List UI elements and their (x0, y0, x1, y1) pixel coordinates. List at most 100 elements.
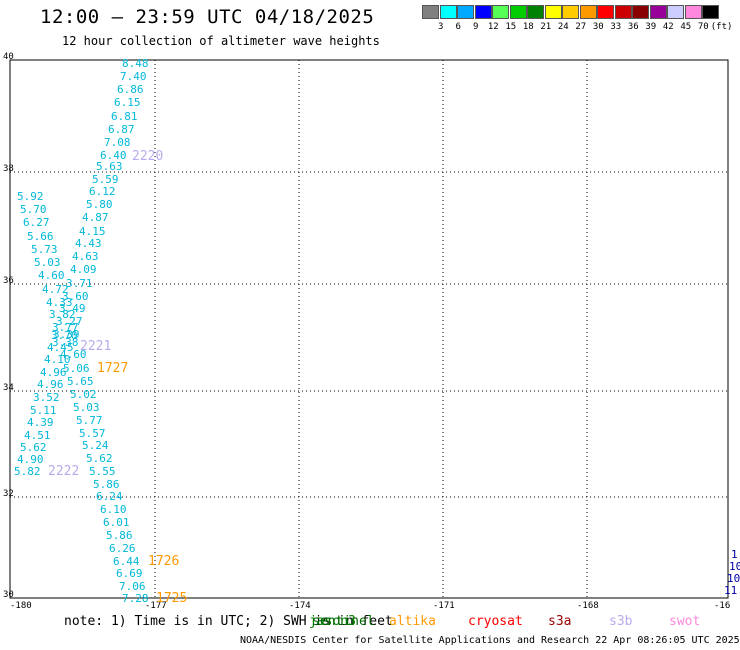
wave-height-value: 6.01 (103, 516, 130, 529)
pass-time-2222: 2222 (48, 464, 80, 479)
pass-time-1727: 1727 (97, 361, 129, 376)
wave-height-value: 6.10 (100, 503, 127, 516)
wave-height-value: 5.62 (86, 452, 113, 465)
wave-height-value: 6.81 (111, 110, 138, 123)
satellite-altika-label: altika (389, 614, 436, 629)
lon-tick-label: -180 (10, 601, 32, 611)
wave-height-value: 4.33 (46, 296, 73, 309)
wave-height-value: 4.10 (44, 353, 71, 366)
chart-title: 12:00 – 23:59 UTC 04/18/2025 (40, 6, 375, 28)
wave-height-value: 7.40 (120, 70, 147, 83)
wave-height-value: 5.24 (82, 439, 109, 452)
legend-label: 70 (697, 22, 709, 32)
legend-swatch (439, 5, 457, 19)
wave-height-value: 4.51 (24, 429, 51, 442)
grid-lines (10, 60, 728, 598)
wave-height-value: 4.90 (17, 453, 44, 466)
wave-height-value: 10 (729, 560, 740, 573)
wave-height-value: 6.12 (89, 185, 116, 198)
legend-swatch (702, 5, 719, 19)
wave-height-value: 7.28 (122, 592, 149, 605)
wave-height-value: 10 (727, 572, 740, 585)
wave-height-value: 1 (731, 548, 738, 561)
wave-height-value: 6.69 (116, 567, 143, 580)
lat-tick-label: 36 (3, 276, 14, 286)
wave-height-value: 3.38 (52, 336, 79, 349)
legend-label: 18 (522, 22, 534, 32)
legend-label: 42 (662, 22, 674, 32)
wave-height-value: 3.49 (59, 302, 86, 315)
plot-frame (9, 59, 729, 599)
legend-swatch (562, 5, 579, 19)
wave-height-value: 5.92 (17, 190, 44, 203)
satellite-sentinel-label: sentinel (312, 614, 375, 629)
wave-height-value: 3.70 (51, 329, 78, 342)
wave-height-value: 3.52 (33, 391, 60, 404)
wave-height-value: 5.86 (106, 529, 133, 542)
legend-label: 15 (505, 22, 517, 32)
wave-height-value: 3.39 (53, 328, 80, 341)
wave-height-value: 4.96 (37, 378, 64, 391)
lat-tick-label: 30 (3, 590, 14, 600)
wave-height-value: 6.86 (117, 83, 144, 96)
wave-height-value: 4.96 (40, 366, 67, 379)
legend-label: 30 (592, 22, 604, 32)
legend-swatch (614, 5, 632, 19)
legend-swatch (632, 5, 649, 19)
wave-height-value: 4.39 (27, 416, 54, 429)
legend-label: 9 (473, 22, 479, 32)
wave-height-value: 4.43 (75, 237, 102, 250)
lat-tick-label: 38 (3, 164, 14, 174)
wave-height-value: 5.66 (27, 230, 54, 243)
wave-height-value: 6.24 (96, 490, 123, 503)
lat-tick-label: 32 (3, 489, 14, 499)
legend-swatch (422, 5, 439, 19)
wave-height-value: 5.57 (79, 427, 106, 440)
wave-height-value: 5.59 (92, 173, 119, 186)
wave-height-value: 4.15 (79, 225, 106, 238)
wave-height-value: 7.06 (119, 580, 146, 593)
chart-subtitle: 12 hour collection of altimeter wave hei… (62, 34, 380, 48)
wave-height-value: 4.09 (70, 263, 97, 276)
wave-height-value: 4.63 (72, 250, 99, 263)
wave-height-value: 6.26 (109, 542, 136, 555)
wave-height-value: 3.27 (56, 315, 83, 328)
legend-swatch (667, 5, 684, 19)
wave-height-value: 3.77 (52, 321, 79, 334)
wave-height-value: 8.48 (122, 57, 149, 70)
legend-swatch (597, 5, 614, 19)
wave-height-value: 4.60 (38, 269, 65, 282)
lon-tick-label: -168 (577, 601, 599, 611)
wave-height-value: 5.02 (70, 388, 97, 401)
lat-tick-label: 34 (3, 383, 14, 393)
wave-height-value: 5.82 (14, 465, 41, 478)
legend-label: 39 (645, 22, 657, 32)
satellite-s3a-label: s3a (548, 614, 572, 629)
lon-tick-label: -16 (714, 601, 731, 611)
legend-swatch (527, 5, 544, 19)
wave-height-value: 5.03 (73, 401, 100, 414)
legend-label: 12 (487, 22, 499, 32)
legend-swatch (544, 5, 562, 19)
satellite-cryosat-label: cryosat (468, 614, 523, 629)
legend-swatch (474, 5, 492, 19)
legend-swatch (649, 5, 667, 19)
pass-time-1726: 1726 (148, 554, 180, 569)
wave-height-value: 6.40 (100, 149, 127, 162)
wave-height-value: 5.55 (89, 465, 116, 478)
legend-swatch (492, 5, 509, 19)
legend-label: 36 (627, 22, 639, 32)
lat-tick-label: 40 (3, 52, 14, 62)
pass-time-2220: 2220 (132, 149, 164, 164)
wave-height-value: 7.08 (104, 136, 131, 149)
legend-swatch (509, 5, 527, 19)
legend-label: 27 (575, 22, 587, 32)
wave-height-value: 5.65 (67, 375, 94, 388)
wave-height-value: 5.11 (30, 404, 57, 417)
satellite-swot-label: swot (669, 614, 701, 629)
wave-height-value: 6.27 (23, 216, 50, 229)
wave-height-value: 3.60 (62, 290, 89, 303)
wave-height-value: 4.87 (82, 211, 109, 224)
legend-swatch (684, 5, 702, 19)
wave-height-value: 6.15 (114, 96, 141, 109)
